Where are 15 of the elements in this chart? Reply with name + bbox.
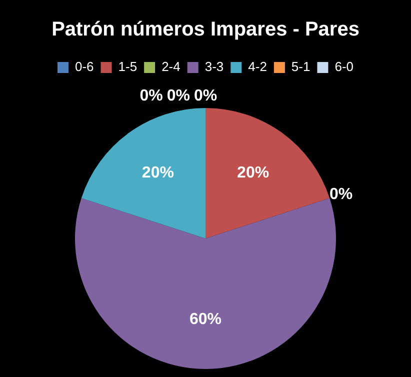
- legend-label: 1-5: [118, 59, 138, 74]
- text: 0%: [140, 87, 163, 104]
- data-label: 60%: [189, 310, 222, 328]
- legend-label: 3-3: [204, 59, 224, 74]
- text: 0%: [194, 87, 218, 104]
- legend-label: 2-4: [162, 59, 180, 74]
- data-label: 20%: [142, 164, 174, 182]
- legend-label: 6-0: [334, 59, 354, 74]
- data-label: 20%: [237, 164, 270, 182]
- text: 0%: [329, 186, 353, 203]
- legend-label: 4-2: [248, 59, 267, 74]
- legend-label: 5-1: [291, 59, 310, 74]
- chart-title: Patrón números Impares - Pares: [52, 18, 360, 41]
- legend-label: 0-6: [74, 59, 94, 74]
- text: 0%: [166, 87, 190, 104]
